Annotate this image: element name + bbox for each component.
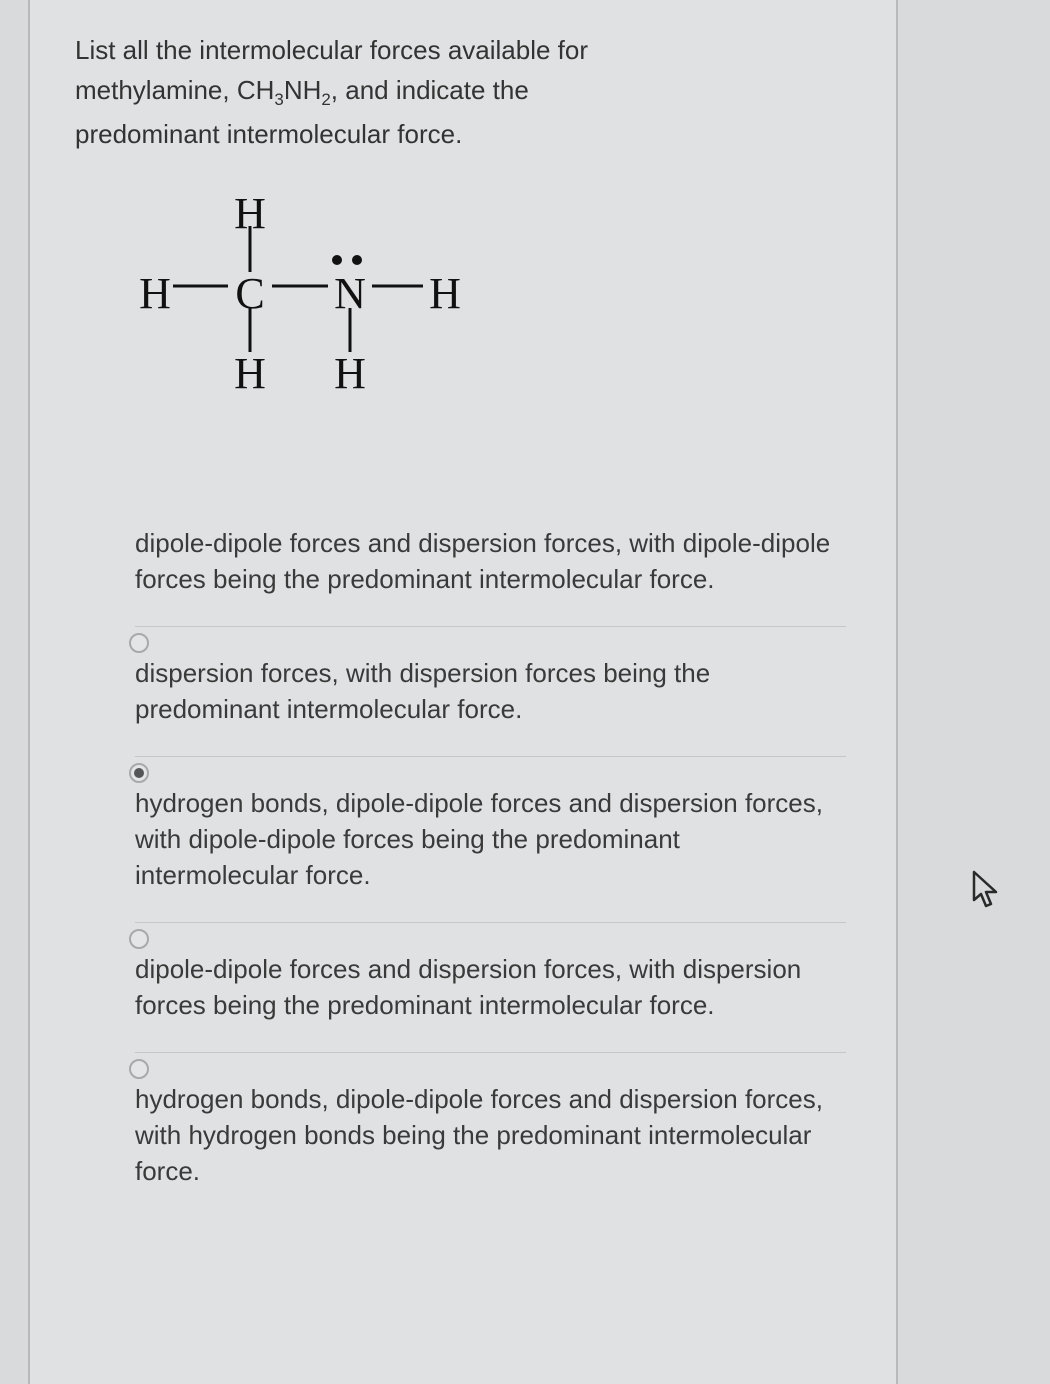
answer-options: dipole-dipole forces and dispersion forc… [75,497,866,1218]
q-line1: List all the intermolecular forces avail… [75,35,588,65]
cursor-icon [970,870,1002,915]
svg-text:H: H [234,349,266,398]
svg-text:H: H [234,189,266,238]
question-text: List all the intermolecular forces avail… [75,30,866,154]
q-line2-pre: methylamine, CH [75,75,274,105]
option-3[interactable]: hydrogen bonds, dipole-dipole forces and… [135,756,846,922]
q-sub1: 3 [274,90,283,109]
q-sub2: 2 [321,90,330,109]
radio-5[interactable] [129,1059,149,1079]
structure-svg: HHCNHHH [95,182,515,402]
option-text-5: hydrogen bonds, dipole-dipole forces and… [135,1081,846,1190]
q-line3: predominant intermolecular force. [75,119,462,149]
svg-text:H: H [139,269,171,318]
svg-text:C: C [235,269,264,318]
question-panel: List all the intermolecular forces avail… [28,0,898,1384]
svg-text:H: H [429,269,461,318]
option-2[interactable]: dispersion forces, with dispersion force… [135,626,846,756]
svg-text:N: N [334,269,366,318]
option-text-1: dipole-dipole forces and dispersion forc… [135,525,846,598]
svg-text:H: H [334,349,366,398]
option-4[interactable]: dipole-dipole forces and dispersion forc… [135,922,846,1052]
q-line2-post: , and indicate the [331,75,529,105]
option-text-4: dipole-dipole forces and dispersion forc… [135,951,846,1024]
radio-2[interactable] [129,633,149,653]
option-5[interactable]: hydrogen bonds, dipole-dipole forces and… [135,1052,846,1218]
lewis-structure: HHCNHHH [95,182,866,407]
radio-3[interactable] [129,763,149,783]
option-text-2: dispersion forces, with dispersion force… [135,655,846,728]
option-text-3: hydrogen bonds, dipole-dipole forces and… [135,785,846,894]
q-line2-mid: NH [284,75,322,105]
option-1[interactable]: dipole-dipole forces and dispersion forc… [135,497,846,626]
radio-4[interactable] [129,929,149,949]
